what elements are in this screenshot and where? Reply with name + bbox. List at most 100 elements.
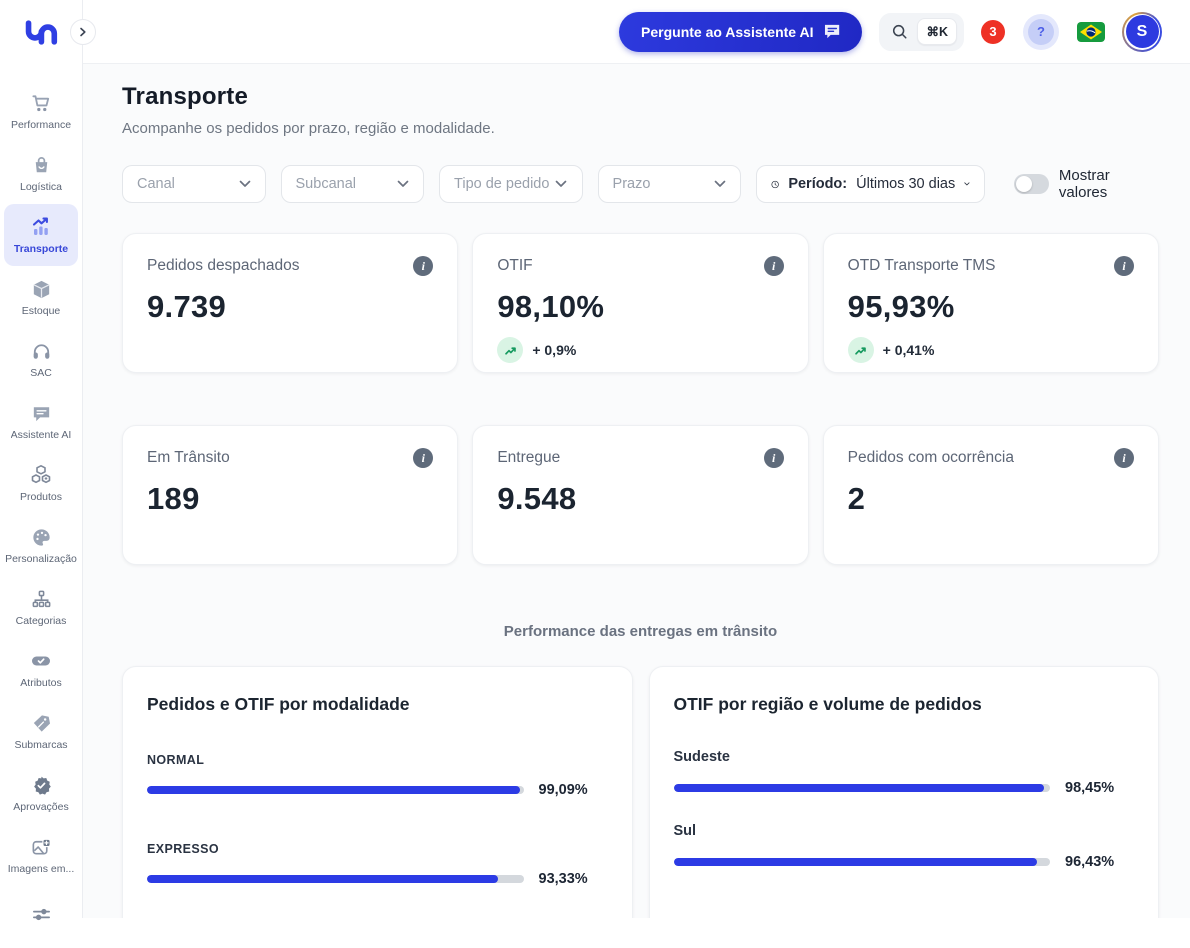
bar-row: EXPRESSO 93,33% [147, 842, 608, 887]
chevron-down-icon [397, 180, 409, 188]
toggle-knob [1016, 176, 1032, 192]
bar-chart: Sudeste 98,45% Sul 96,43% [674, 749, 1135, 870]
sidebar-item-label: Assistente AI [11, 430, 72, 441]
help-button[interactable]: ? [1028, 19, 1054, 45]
sidebar-item-label: Transporte [14, 244, 68, 255]
period-label: Período: [788, 176, 847, 192]
sidebar-item-label: Categorias [16, 616, 67, 627]
sidebar-item-label: Produtos [20, 492, 62, 503]
kpi-value: 98,10% [497, 289, 783, 325]
kpi-label: Pedidos com ocorrência [848, 449, 1014, 467]
sidebar-item-assistente-ai[interactable]: Assistente AI [4, 390, 78, 452]
search-button[interactable]: ⌘K [879, 13, 964, 51]
filter-periodo[interactable]: Período: Últimos 30 dias [756, 165, 985, 203]
info-icon[interactable]: i [413, 256, 433, 276]
sidebar-item-label: Personalização [5, 554, 77, 565]
sidebar-item-sac[interactable]: SAC [4, 328, 78, 390]
sidebar-item-imagens[interactable]: Imagens em... [4, 824, 78, 886]
kpi-label: Entregue [497, 449, 560, 467]
bar-row: Sul 96,43% [674, 823, 1135, 870]
sidebar-item-categorias[interactable]: Categorias [4, 576, 78, 638]
filter-subcanal-label: Subcanal [296, 176, 356, 192]
kpi-label: OTD Transporte TMS [848, 257, 996, 275]
info-icon[interactable]: i [1114, 256, 1134, 276]
filter-canal[interactable]: Canal [122, 165, 266, 203]
bar-track [147, 875, 524, 883]
bar-fill [674, 858, 1037, 866]
filter-canal-label: Canal [137, 176, 175, 192]
sidebar-item-more[interactable] [4, 886, 78, 948]
bar-track [147, 786, 524, 794]
bar-fill [147, 786, 520, 794]
kpi-delta-value: + 0,9% [532, 342, 576, 358]
sidebar-item-atributos[interactable]: Atributos [4, 638, 78, 700]
info-icon[interactable]: i [1114, 448, 1134, 468]
chart-trend-icon [29, 215, 53, 239]
sidebar-item-label: SAC [30, 368, 52, 379]
bar-chart: NORMAL 99,09% EXPRESSO 93,33% [147, 753, 608, 887]
sidebar-item-transporte[interactable]: Transporte [4, 204, 78, 266]
bar-value: 99,09% [539, 782, 588, 798]
filter-subcanal[interactable]: Subcanal [281, 165, 425, 203]
page-subtitle: Acompanhe os pedidos por prazo, região e… [122, 120, 1159, 137]
cubes-icon [29, 463, 53, 487]
bar-category-label: Sudeste [674, 749, 1135, 765]
palette-icon [30, 525, 53, 549]
bar-row: Sudeste 98,45% [674, 749, 1135, 796]
filter-bar: Canal Subcanal Tipo de pedido Prazo Perí… [122, 165, 1159, 203]
sidebar-item-label: Imagens em... [8, 864, 75, 875]
kpi-value: 9.739 [147, 289, 433, 325]
user-avatar[interactable]: S [1122, 12, 1162, 52]
sidebar-item-logistica[interactable]: Logística [4, 142, 78, 204]
trend-up-icon [497, 337, 523, 363]
bag-icon [30, 153, 53, 177]
toggle-check-icon [29, 649, 53, 673]
sidebar-item-estoque[interactable]: Estoque [4, 266, 78, 328]
sidebar-item-label: Performance [11, 120, 71, 131]
kpi-label: Pedidos despachados [147, 257, 300, 275]
chevron-down-icon [714, 180, 726, 188]
info-icon[interactable]: i [764, 448, 784, 468]
bar-fill [674, 784, 1045, 792]
notifications-badge[interactable]: 3 [981, 20, 1005, 44]
show-values-toggle[interactable]: Mostrar valores [1014, 167, 1159, 201]
info-icon[interactable]: i [413, 448, 433, 468]
chevron-down-icon [239, 180, 251, 188]
ask-ai-assistant-button[interactable]: Pergunte ao Assistente AI [619, 12, 862, 52]
sidebar-nav: Performance Logística Transporte Estoque [0, 64, 82, 948]
sidebar-expand-button[interactable] [70, 19, 96, 45]
kpi-label: Em Trânsito [147, 449, 230, 467]
sidebar-item-personalizacao[interactable]: Personalização [4, 514, 78, 576]
page-title: Transporte [122, 83, 1159, 111]
toggle-label: Mostrar valores [1059, 167, 1159, 201]
filter-prazo[interactable]: Prazo [598, 165, 742, 203]
chart-title: OTIF por região e volume de pedidos [674, 694, 1135, 715]
sidebar-item-label: Atributos [20, 678, 61, 689]
sidebar-item-submarcas[interactable]: Submarcas [4, 700, 78, 762]
period-value: Últimos 30 dias [856, 176, 955, 192]
bar-row: NORMAL 99,09% [147, 753, 608, 798]
bar-track [674, 858, 1051, 866]
sidebar-item-performance[interactable]: Performance [4, 80, 78, 142]
kpi-delta-value: + 0,41% [883, 342, 935, 358]
kpi-label: OTIF [497, 257, 532, 275]
bar-value: 98,45% [1065, 780, 1114, 796]
logo-icon [21, 19, 61, 46]
charts-row: Pedidos e OTIF por modalidade NORMAL 99,… [122, 666, 1159, 918]
image-plus-icon [30, 835, 53, 859]
sliders-icon [30, 903, 53, 927]
section-title: Performance das entregas em trânsito [122, 623, 1159, 640]
chevron-down-icon [964, 180, 970, 188]
toggle-switch[interactable] [1014, 174, 1049, 194]
sidebar: Performance Logística Transporte Estoque [0, 0, 83, 918]
sidebar-item-aprovacoes[interactable]: Aprovações [4, 762, 78, 824]
sidebar-item-produtos[interactable]: Produtos [4, 452, 78, 514]
filter-tipo-de-pedido[interactable]: Tipo de pedido [439, 165, 583, 203]
brazil-flag-icon[interactable] [1077, 22, 1105, 42]
info-icon[interactable]: i [764, 256, 784, 276]
avatar-ring: S [1124, 14, 1160, 50]
headset-icon [30, 339, 53, 363]
badge-check-icon [30, 773, 53, 797]
